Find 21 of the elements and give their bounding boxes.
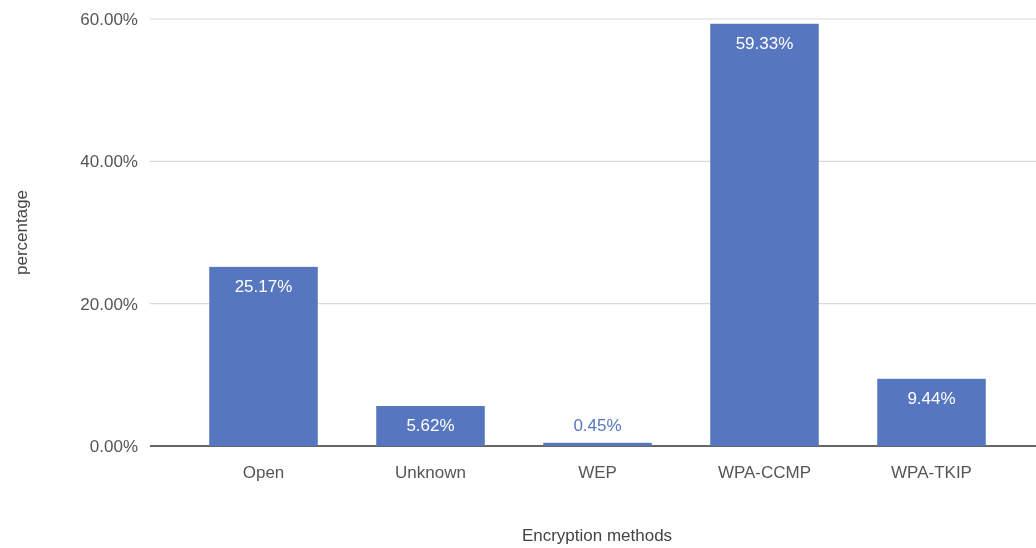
y-tick-label: 60.00%: [80, 9, 138, 29]
y-tick-label: 20.00%: [80, 294, 138, 314]
x-tick-label: WPA-CCMP: [717, 463, 812, 482]
data-label: 25.17%: [234, 276, 293, 296]
bar: [877, 378, 986, 446]
data-label: 9.44%: [907, 388, 956, 408]
y-axis-title: percentage: [12, 189, 31, 276]
x-axis-title: Encryption methods: [521, 526, 673, 545]
x-tick-label: Open: [242, 463, 285, 482]
x-tick-label: WPA-TKIP: [891, 463, 972, 482]
bar: [543, 442, 652, 446]
x-tick-label: Unknown: [395, 463, 466, 482]
y-tick-label: 0.00%: [89, 436, 138, 456]
data-label: 59.33%: [735, 33, 794, 53]
bar: [710, 23, 819, 446]
bar: [376, 406, 485, 446]
data-label: 0.45%: [573, 415, 622, 435]
x-tick-label: WEP: [578, 463, 617, 482]
data-label: 5.62%: [406, 416, 455, 435]
bar: [209, 266, 318, 446]
y-tick-label: 40.00%: [80, 152, 138, 172]
